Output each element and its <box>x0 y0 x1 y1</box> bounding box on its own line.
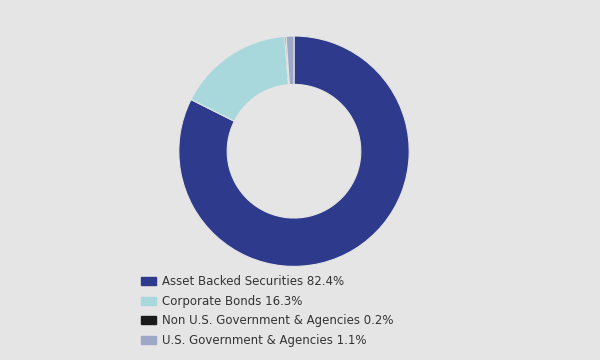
Legend: Asset Backed Securities 82.4%, Corporate Bonds 16.3%, Non U.S. Government & Agen: Asset Backed Securities 82.4%, Corporate… <box>138 272 397 351</box>
Wedge shape <box>179 36 409 266</box>
Wedge shape <box>191 36 289 121</box>
Wedge shape <box>284 36 289 85</box>
Wedge shape <box>286 36 294 85</box>
